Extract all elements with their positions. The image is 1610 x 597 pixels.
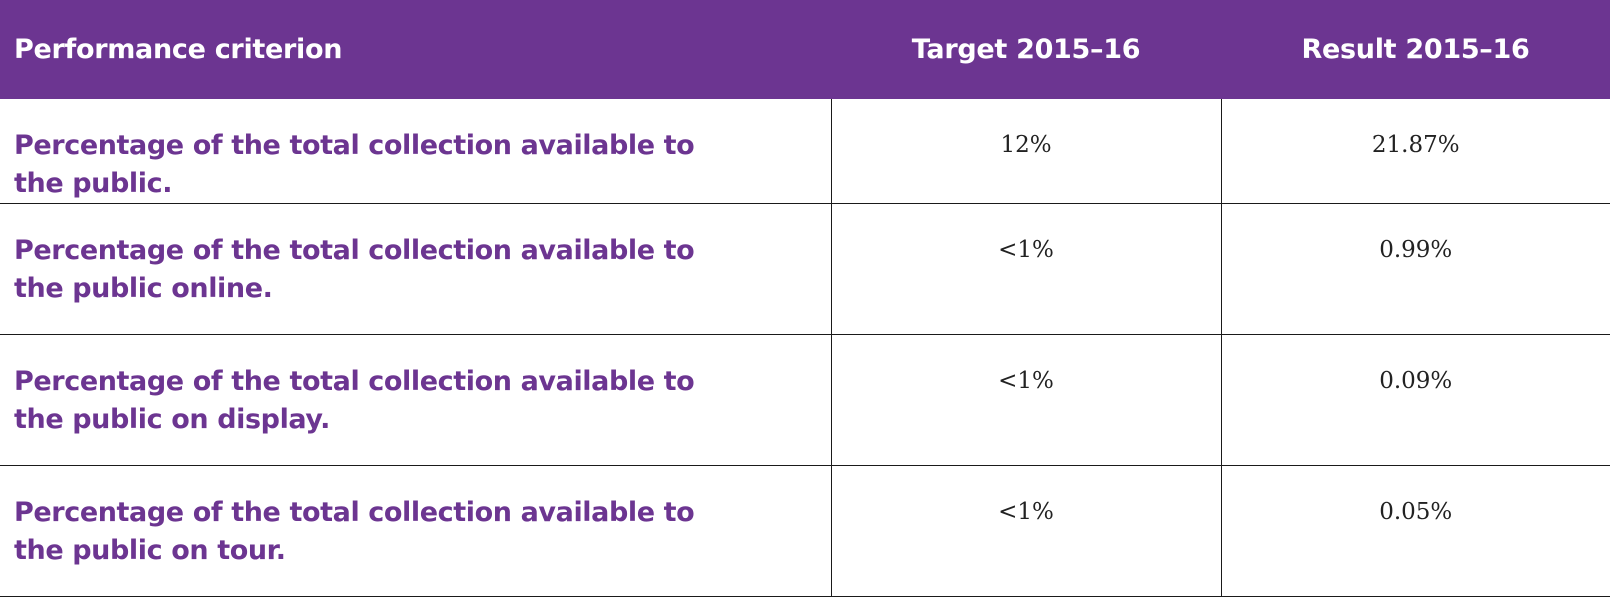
result-cell: 0.05% [1220,465,1610,597]
table-header: Performance criterion Target 2015–16 Res… [0,0,1610,99]
result-cell: 0.09% [1220,334,1610,466]
table-row: Percentage of the total collection avail… [0,99,1610,204]
table-body: Percentage of the total collection avail… [0,99,1610,597]
target-cell: <1% [830,465,1221,597]
criterion-cell: Percentage of the total collection avail… [0,465,831,597]
table-row: Percentage of the total collection avail… [0,203,1610,335]
header-target: Target 2015–16 [911,34,1141,65]
target-cell: 12% [830,99,1221,204]
criterion-cell: Percentage of the total collection avail… [0,203,831,335]
table-row: Percentage of the total collection avail… [0,334,1610,466]
header-result: Result 2015–16 [1301,34,1530,65]
target-cell: <1% [830,203,1221,335]
criterion-cell: Percentage of the total collection avail… [0,99,831,204]
target-cell: <1% [830,334,1221,466]
header-row: Performance criterion Target 2015–16 Res… [0,0,1610,99]
table-row: Percentage of the total collection avail… [0,465,1610,597]
result-cell: 21.87% [1220,99,1610,204]
header-criterion: Performance criterion [14,34,343,65]
result-cell: 0.99% [1220,203,1610,335]
criterion-cell: Percentage of the total collection avail… [0,334,831,466]
